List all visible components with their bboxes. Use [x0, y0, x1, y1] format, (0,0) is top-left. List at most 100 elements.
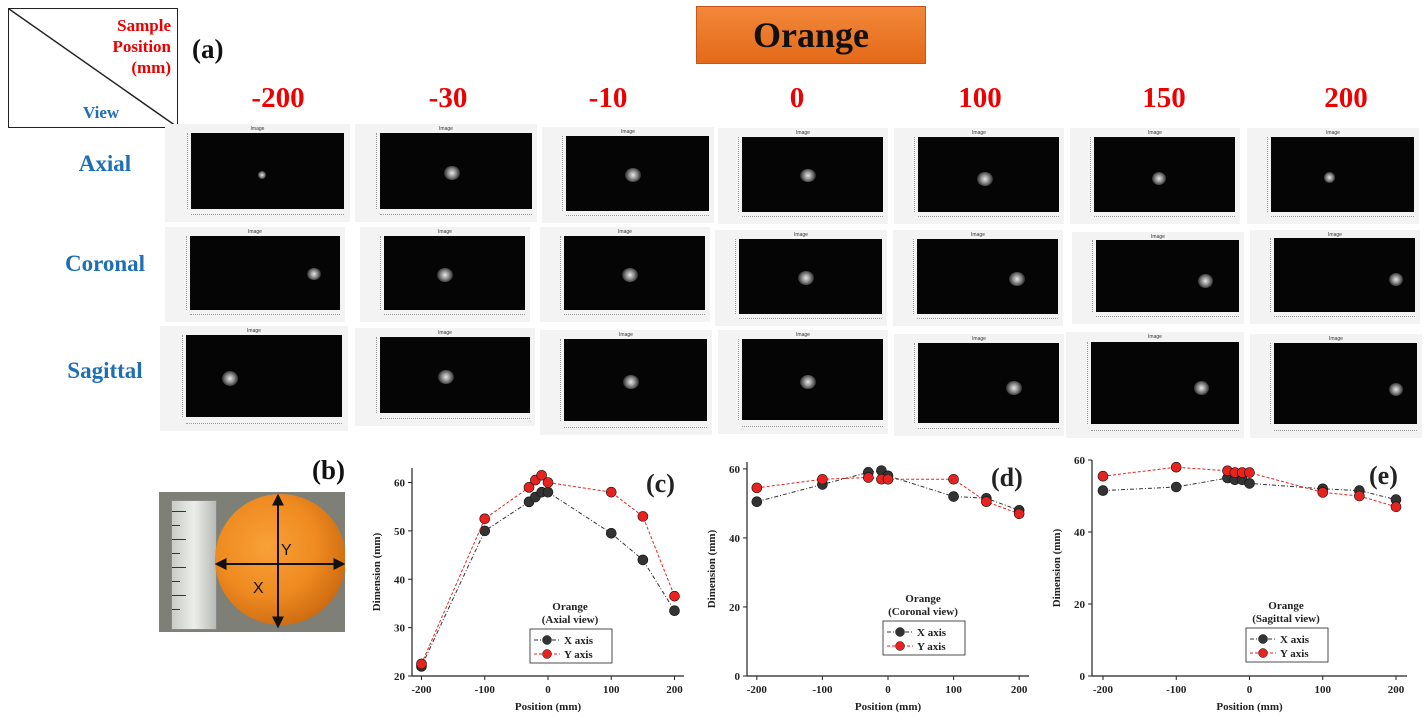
position-header-1: -30 [428, 82, 468, 114]
thumb-caption: Image [621, 129, 635, 135]
page-title: Orange [696, 6, 926, 64]
mri-sagittal--30: Image [355, 328, 535, 426]
position-header-4: 100 [958, 82, 1002, 114]
mri-coronal-150: Image [1072, 232, 1244, 324]
data-point-x-axis [637, 554, 649, 566]
mri-sagittal-100: Image [894, 334, 1064, 436]
mri-axial-150: Image [1070, 128, 1240, 224]
x-tick-label: 100 [603, 684, 620, 696]
view-label-sagittal: Sagittal [67, 358, 143, 383]
y-tick-label: 0 [1080, 671, 1086, 683]
thumb-caption: Image [248, 229, 262, 235]
legend-subtitle: (Sagittal view) [1252, 613, 1320, 625]
x-tick-label: 0 [885, 684, 891, 696]
mri-sagittal-200: Image [1250, 334, 1422, 438]
thumb-caption: Image [250, 126, 265, 132]
legend-entry: Y axis [1280, 648, 1309, 660]
data-point-y-axis [1317, 487, 1329, 498]
thumb-caption: Image [619, 332, 633, 338]
x-tick-label: 100 [1315, 684, 1332, 696]
x-tick-label: 0 [545, 684, 551, 696]
dimension-arrows [214, 493, 345, 629]
corner-view-label: View [83, 103, 120, 122]
mri-coronal-0: Image [715, 230, 887, 326]
thumb-caption: Image [618, 229, 632, 235]
data-point-y-axis [1170, 461, 1182, 473]
chart-sagittal: -200 -100 0 100 200 0 20 40 60 Position (mm) Dimen… [1051, 455, 1407, 713]
legend-marker [895, 641, 905, 651]
legend-marker [542, 635, 552, 645]
thumb-caption: Image [796, 130, 810, 136]
thumb-caption: Image [438, 229, 452, 235]
photo-y-label: Y [281, 542, 292, 559]
data-point-y-axis [948, 473, 959, 485]
data-point-y-axis [637, 511, 649, 522]
position-header-2: -10 [588, 82, 628, 114]
data-point-y-axis [605, 486, 617, 498]
mri-axial-200: Image [1247, 128, 1419, 224]
data-point-y-axis [882, 473, 894, 485]
legend-marker [1258, 648, 1268, 658]
y-tick-label: 40 [729, 533, 741, 545]
y-axis-label: Dimension (mm) [1051, 528, 1063, 607]
mri-coronal--10: Image [540, 227, 710, 322]
panel-a-label: (a) [192, 34, 224, 64]
x-tick-label: 200 [666, 684, 683, 696]
data-point-x-axis [669, 605, 680, 616]
mri-axial--30: Image [355, 124, 537, 222]
corner-position-line2: Position [112, 37, 171, 56]
thumb-caption: Image [1329, 336, 1343, 342]
y-axis-label: Dimension (mm) [706, 529, 718, 608]
mri-sagittal-0: Image [718, 330, 888, 434]
thumb-caption: Image [439, 126, 453, 132]
data-point-x-axis [948, 491, 959, 502]
data-point-y-axis [863, 472, 874, 483]
panel-label: (e) [1369, 461, 1398, 490]
data-point-y-axis [817, 473, 828, 485]
chart-coronal: -200 -100 0 100 200 0 20 40 60 Position (mm) Dimen… [706, 462, 1029, 713]
mri-axial--10: Image [542, 127, 714, 223]
chart-axial: -200 -100 0 100 200 20 30 40 50 60 Position (mm) Di… [371, 468, 684, 713]
thumb-caption: Image [971, 232, 985, 238]
data-point-y-axis [751, 482, 763, 494]
x-axis-label: Position (mm) [1216, 701, 1283, 713]
thumb-caption: Image [1326, 130, 1340, 136]
mri-sagittal--10: Image [540, 330, 712, 435]
thumb-caption: Image [247, 328, 261, 334]
x-axis-label: Position (mm) [855, 701, 922, 713]
data-point-y-axis [523, 482, 535, 493]
legend-marker [1258, 634, 1268, 644]
legend-entry: X axis [917, 627, 947, 639]
legend-title: Orange [552, 601, 588, 613]
view-label-axial: Axial [78, 151, 132, 176]
thumb-caption: Image [438, 330, 452, 336]
mri-axial-0: Image [718, 128, 888, 224]
series-line-y-axis [756, 477, 1020, 515]
legend-marker [895, 627, 905, 637]
mri-axial--200: Image [165, 124, 350, 222]
data-point-y-axis [1354, 490, 1365, 502]
data-point-y-axis [1097, 470, 1109, 482]
y-tick-label: 40 [394, 574, 406, 586]
legend-entry: X axis [564, 635, 594, 647]
thumb-caption: Image [972, 336, 986, 342]
legend-entry: X axis [1280, 634, 1310, 646]
photo-x-label: X [253, 580, 264, 597]
legend-subtitle: (Coronal view) [888, 606, 958, 618]
y-axis-label: Dimension (mm) [371, 532, 383, 611]
data-point-y-axis [542, 477, 554, 488]
orange-photo: Y X [159, 492, 345, 632]
data-point-y-axis [669, 590, 680, 602]
legend-subtitle: (Axial view) [542, 614, 599, 626]
mri-sagittal--200: Image [160, 326, 348, 431]
corner-key: Sample Position (mm) View [8, 8, 178, 128]
mri-axial-100: Image [894, 128, 1064, 224]
mri-coronal--200: Image [165, 227, 345, 322]
legend-entry: Y axis [917, 641, 946, 653]
y-tick-label: 0 [735, 671, 741, 683]
position-header-5: 150 [1142, 82, 1186, 114]
x-tick-label: -200 [747, 684, 768, 696]
mri-coronal-100: Image [893, 230, 1063, 326]
x-tick-label: -200 [1093, 684, 1114, 696]
corner-position-line3: (mm) [131, 58, 171, 77]
